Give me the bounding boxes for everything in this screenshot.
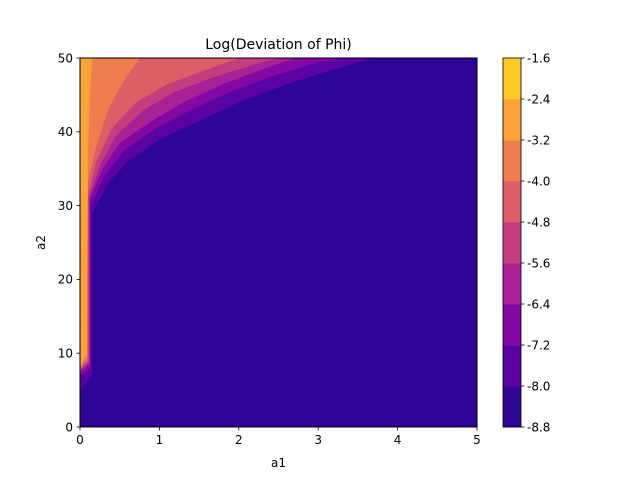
- colorbar-band: [503, 222, 521, 264]
- x-axis: 0 1 2 3 4 5: [76, 427, 481, 447]
- x-axis-label: a1: [271, 456, 286, 470]
- colorbar-tick-label: -6.4: [527, 297, 550, 311]
- contour-level-7: [80, 58, 93, 367]
- colorbar-frame: [502, 57, 522, 428]
- y-tick-label: 30: [58, 199, 73, 213]
- colorbar-band: [503, 140, 521, 182]
- colorbar-tick-label: -8.8: [527, 420, 550, 434]
- colorbar-band: [503, 304, 521, 346]
- plot-frame: [79, 57, 478, 428]
- colorbar: -1.6 -2.4 -3.2 -4.0 -4.8 -5.6 -6.4 -7.2 -8.0 -8.8: [502, 51, 550, 434]
- colorbar-band: [503, 181, 521, 223]
- y-axis-label: a2: [34, 235, 48, 250]
- y-tick-label: 50: [58, 51, 73, 65]
- colorbar-tick-label: -5.6: [527, 256, 550, 270]
- x-tick-label: 3: [314, 433, 322, 447]
- contour-level-1: [80, 58, 374, 391]
- colorbar-tick-label: -2.4: [527, 92, 550, 106]
- colorbar-tick-label: -4.8: [527, 215, 550, 229]
- colorbar-band: [503, 263, 521, 305]
- colorbar-band: [503, 386, 521, 428]
- x-tick-label: 5: [473, 433, 481, 447]
- colorbar-tick-label: -7.2: [527, 338, 550, 352]
- y-axis: 0 10 20 30 40 50: [58, 51, 80, 434]
- chart-title: Log(Deviation of Phi): [205, 37, 352, 53]
- y-tick-label: 0: [65, 420, 73, 434]
- y-tick-label: 10: [58, 347, 73, 361]
- x-tick-label: 2: [235, 433, 243, 447]
- x-tick-label: 4: [394, 433, 402, 447]
- colorbar-band: [503, 58, 521, 100]
- x-tick-label: 1: [156, 433, 164, 447]
- colorbar-band: [503, 345, 521, 387]
- x-tick-label: 0: [76, 433, 84, 447]
- colorbar-band: [503, 99, 521, 141]
- contour-fill-layers: [80, 58, 477, 427]
- colorbar-tick-label: -1.6: [527, 51, 550, 65]
- y-tick-label: 40: [58, 125, 73, 139]
- colorbar-tick-label: -3.2: [527, 133, 550, 147]
- y-tick-label: 20: [58, 273, 73, 287]
- colorbar-tick-label: -8.0: [527, 379, 550, 393]
- contour-level-6: [80, 58, 140, 369]
- colorbar-tick-label: -4.0: [527, 174, 550, 188]
